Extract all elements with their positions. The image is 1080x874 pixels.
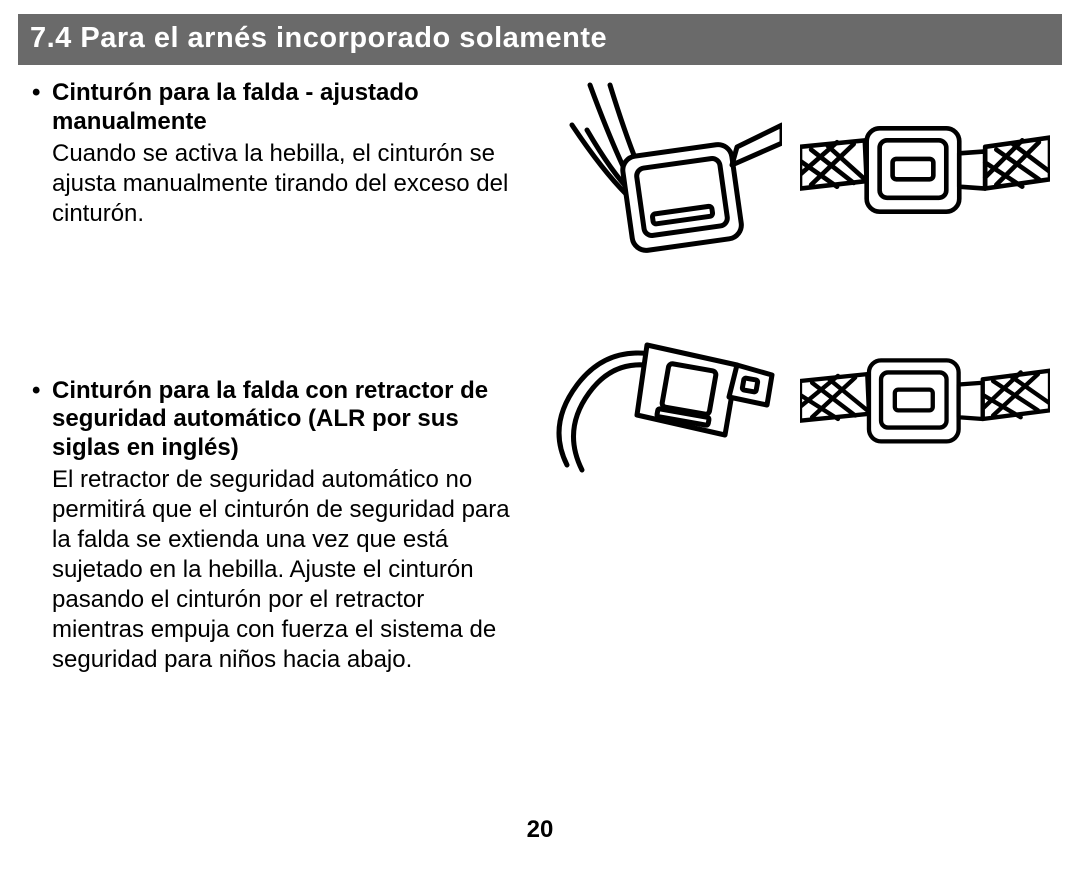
section-header: 7.4 Para el arnés incorporado solamente xyxy=(18,14,1062,65)
illustration-row-1 xyxy=(532,85,1050,255)
bullet-item-1: Cinturón para la falda - ajustado manual… xyxy=(30,79,510,229)
seatbelt-buckle-alr-tongue-icon xyxy=(800,315,1050,485)
seatbelt-buckle-alr-latch-icon xyxy=(532,315,782,485)
seatbelt-buckle-manual-latch-icon xyxy=(532,85,782,255)
bullet-body-2: El retractor de seguridad automático no … xyxy=(30,465,510,675)
bullet-title-2: Cinturón para la falda con retractor de … xyxy=(30,377,510,463)
bullet-item-2: Cinturón para la falda con retractor de … xyxy=(30,377,510,675)
bullet-title-1: Cinturón para la falda - ajustado manual… xyxy=(30,79,510,137)
content-row: Cinturón para la falda - ajustado manual… xyxy=(18,79,1062,727)
page-number: 20 xyxy=(0,816,1080,844)
illustration-row-2 xyxy=(532,315,1050,485)
bullet-body-1: Cuando se activa la hebilla, el cinturón… xyxy=(30,139,510,229)
seatbelt-buckle-manual-tongue-icon xyxy=(800,85,1050,255)
text-column: Cinturón para la falda - ajustado manual… xyxy=(18,79,520,727)
section-header-text: 7.4 Para el arnés incorporado solamente xyxy=(30,22,607,54)
illustration-column xyxy=(520,79,1062,727)
manual-page: 7.4 Para el arnés incorporado solamente … xyxy=(0,0,1080,874)
